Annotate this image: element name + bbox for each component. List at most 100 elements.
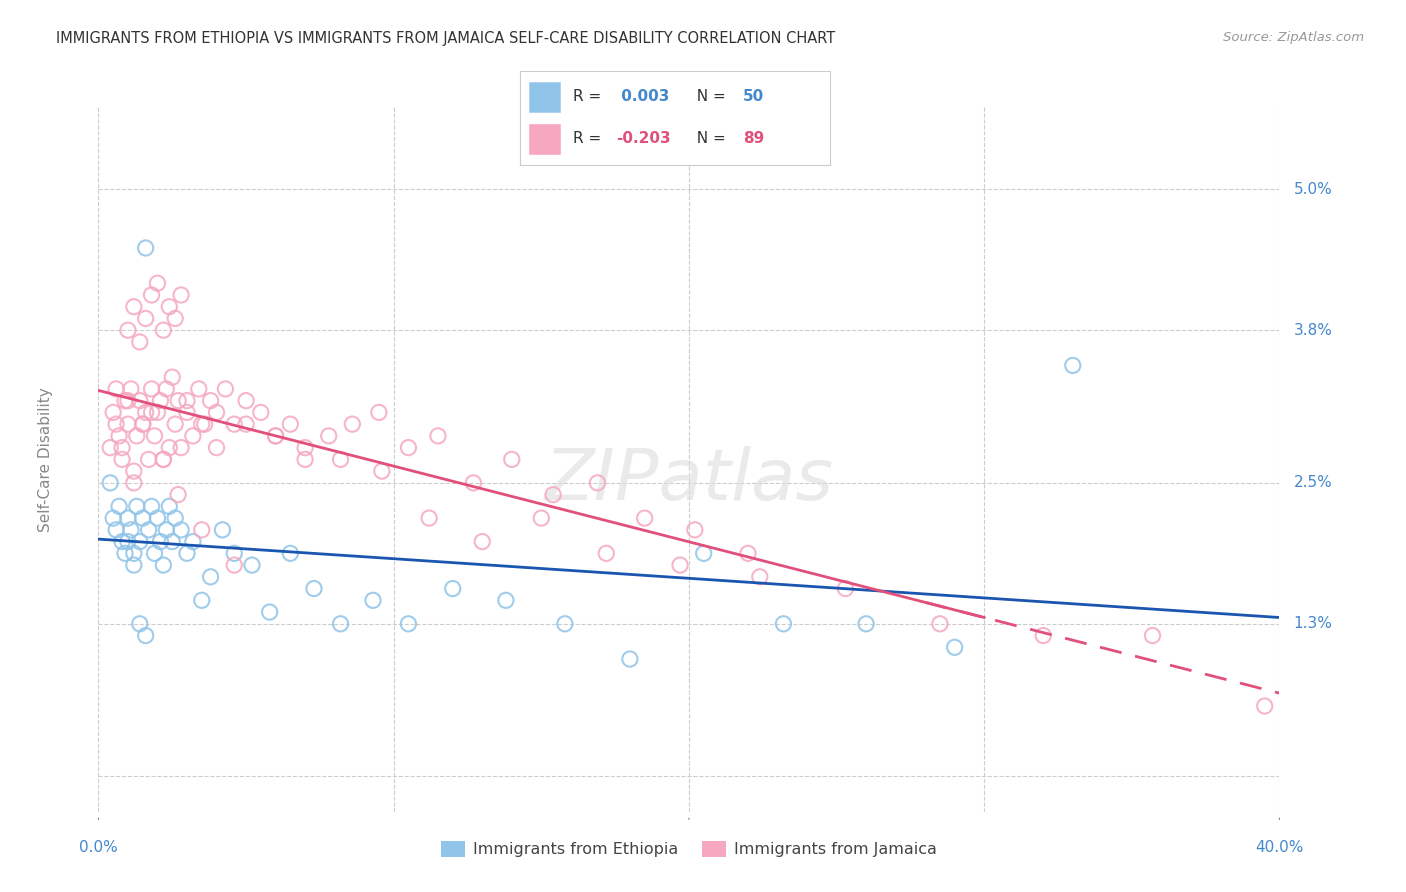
Point	[105, 523, 128, 537]
Point	[855, 616, 877, 631]
Point	[318, 429, 340, 443]
Point	[138, 523, 160, 537]
Text: 89: 89	[742, 131, 765, 146]
Point	[187, 382, 209, 396]
Point	[1062, 359, 1084, 373]
Text: Self-Care Disability: Self-Care Disability	[38, 387, 53, 532]
Point	[329, 452, 352, 467]
Point	[125, 429, 148, 443]
Point	[120, 523, 142, 537]
Point	[167, 487, 190, 501]
Point	[108, 500, 131, 514]
Point	[162, 534, 183, 549]
Point	[152, 452, 174, 467]
Point	[128, 334, 150, 349]
Text: 1.3%: 1.3%	[1294, 616, 1333, 632]
Point	[146, 511, 169, 525]
Point	[669, 558, 692, 573]
Point	[170, 288, 193, 302]
Point	[427, 429, 450, 443]
Text: 40.0%: 40.0%	[1256, 840, 1303, 855]
Point	[554, 616, 576, 631]
Point	[122, 475, 145, 490]
Point	[141, 288, 163, 302]
Point	[120, 382, 142, 396]
Point	[1142, 628, 1164, 642]
Point	[683, 523, 706, 537]
Point	[157, 500, 180, 514]
Text: 50: 50	[742, 89, 765, 104]
Point	[541, 487, 564, 501]
Text: R =: R =	[572, 131, 606, 146]
Text: IMMIGRANTS FROM ETHIOPIA VS IMMIGRANTS FROM JAMAICA SELF-CARE DISABILITY CORRELA: IMMIGRANTS FROM ETHIOPIA VS IMMIGRANTS F…	[56, 31, 835, 46]
Point	[108, 429, 131, 443]
Point	[132, 417, 155, 432]
Point	[224, 546, 246, 560]
Point	[224, 558, 246, 573]
Point	[191, 593, 214, 607]
Point	[396, 616, 419, 631]
Point	[128, 393, 150, 408]
Point	[117, 323, 139, 337]
Point	[143, 546, 166, 560]
Point	[135, 405, 157, 419]
Point	[224, 417, 246, 432]
Point	[111, 452, 134, 467]
Point	[501, 452, 523, 467]
Point	[117, 393, 139, 408]
Point	[141, 500, 163, 514]
Point	[103, 405, 125, 419]
Legend: Immigrants from Ethiopia, Immigrants from Jamaica: Immigrants from Ethiopia, Immigrants fro…	[434, 834, 943, 863]
Point	[181, 534, 204, 549]
Point	[152, 452, 174, 467]
Point	[122, 300, 145, 314]
Point	[167, 393, 190, 408]
Point	[250, 405, 273, 419]
Point	[586, 475, 609, 490]
Point	[361, 593, 384, 607]
Point	[530, 511, 553, 525]
Point	[146, 405, 169, 419]
Point	[111, 534, 134, 549]
Point	[117, 511, 139, 525]
Point	[834, 582, 856, 596]
Point	[302, 582, 325, 596]
Point	[111, 441, 134, 455]
Point	[205, 405, 228, 419]
Point	[162, 370, 183, 384]
Point	[693, 546, 716, 560]
Point	[278, 417, 302, 432]
Point	[1254, 699, 1277, 714]
Point	[149, 534, 172, 549]
Point	[152, 323, 174, 337]
Point	[205, 441, 228, 455]
Point	[155, 523, 177, 537]
Point	[200, 570, 222, 584]
Point	[214, 382, 236, 396]
Point	[495, 593, 517, 607]
Point	[135, 311, 157, 326]
Point	[141, 382, 163, 396]
Point	[98, 441, 121, 455]
Text: 0.0%: 0.0%	[79, 840, 118, 855]
Point	[103, 511, 125, 525]
Point	[264, 429, 287, 443]
Point	[748, 570, 770, 584]
Text: N =: N =	[688, 131, 731, 146]
Point	[200, 393, 222, 408]
Text: 3.8%: 3.8%	[1294, 323, 1333, 338]
Point	[191, 417, 214, 432]
Text: -0.203: -0.203	[616, 131, 671, 146]
Point	[98, 475, 121, 490]
Point	[737, 546, 759, 560]
Point	[294, 441, 316, 455]
Point	[463, 475, 485, 490]
Point	[135, 628, 157, 642]
Point	[170, 441, 193, 455]
Point	[143, 429, 166, 443]
Point	[165, 311, 187, 326]
Point	[122, 464, 145, 478]
Point	[170, 523, 193, 537]
Text: R =: R =	[572, 89, 606, 104]
Point	[117, 534, 139, 549]
